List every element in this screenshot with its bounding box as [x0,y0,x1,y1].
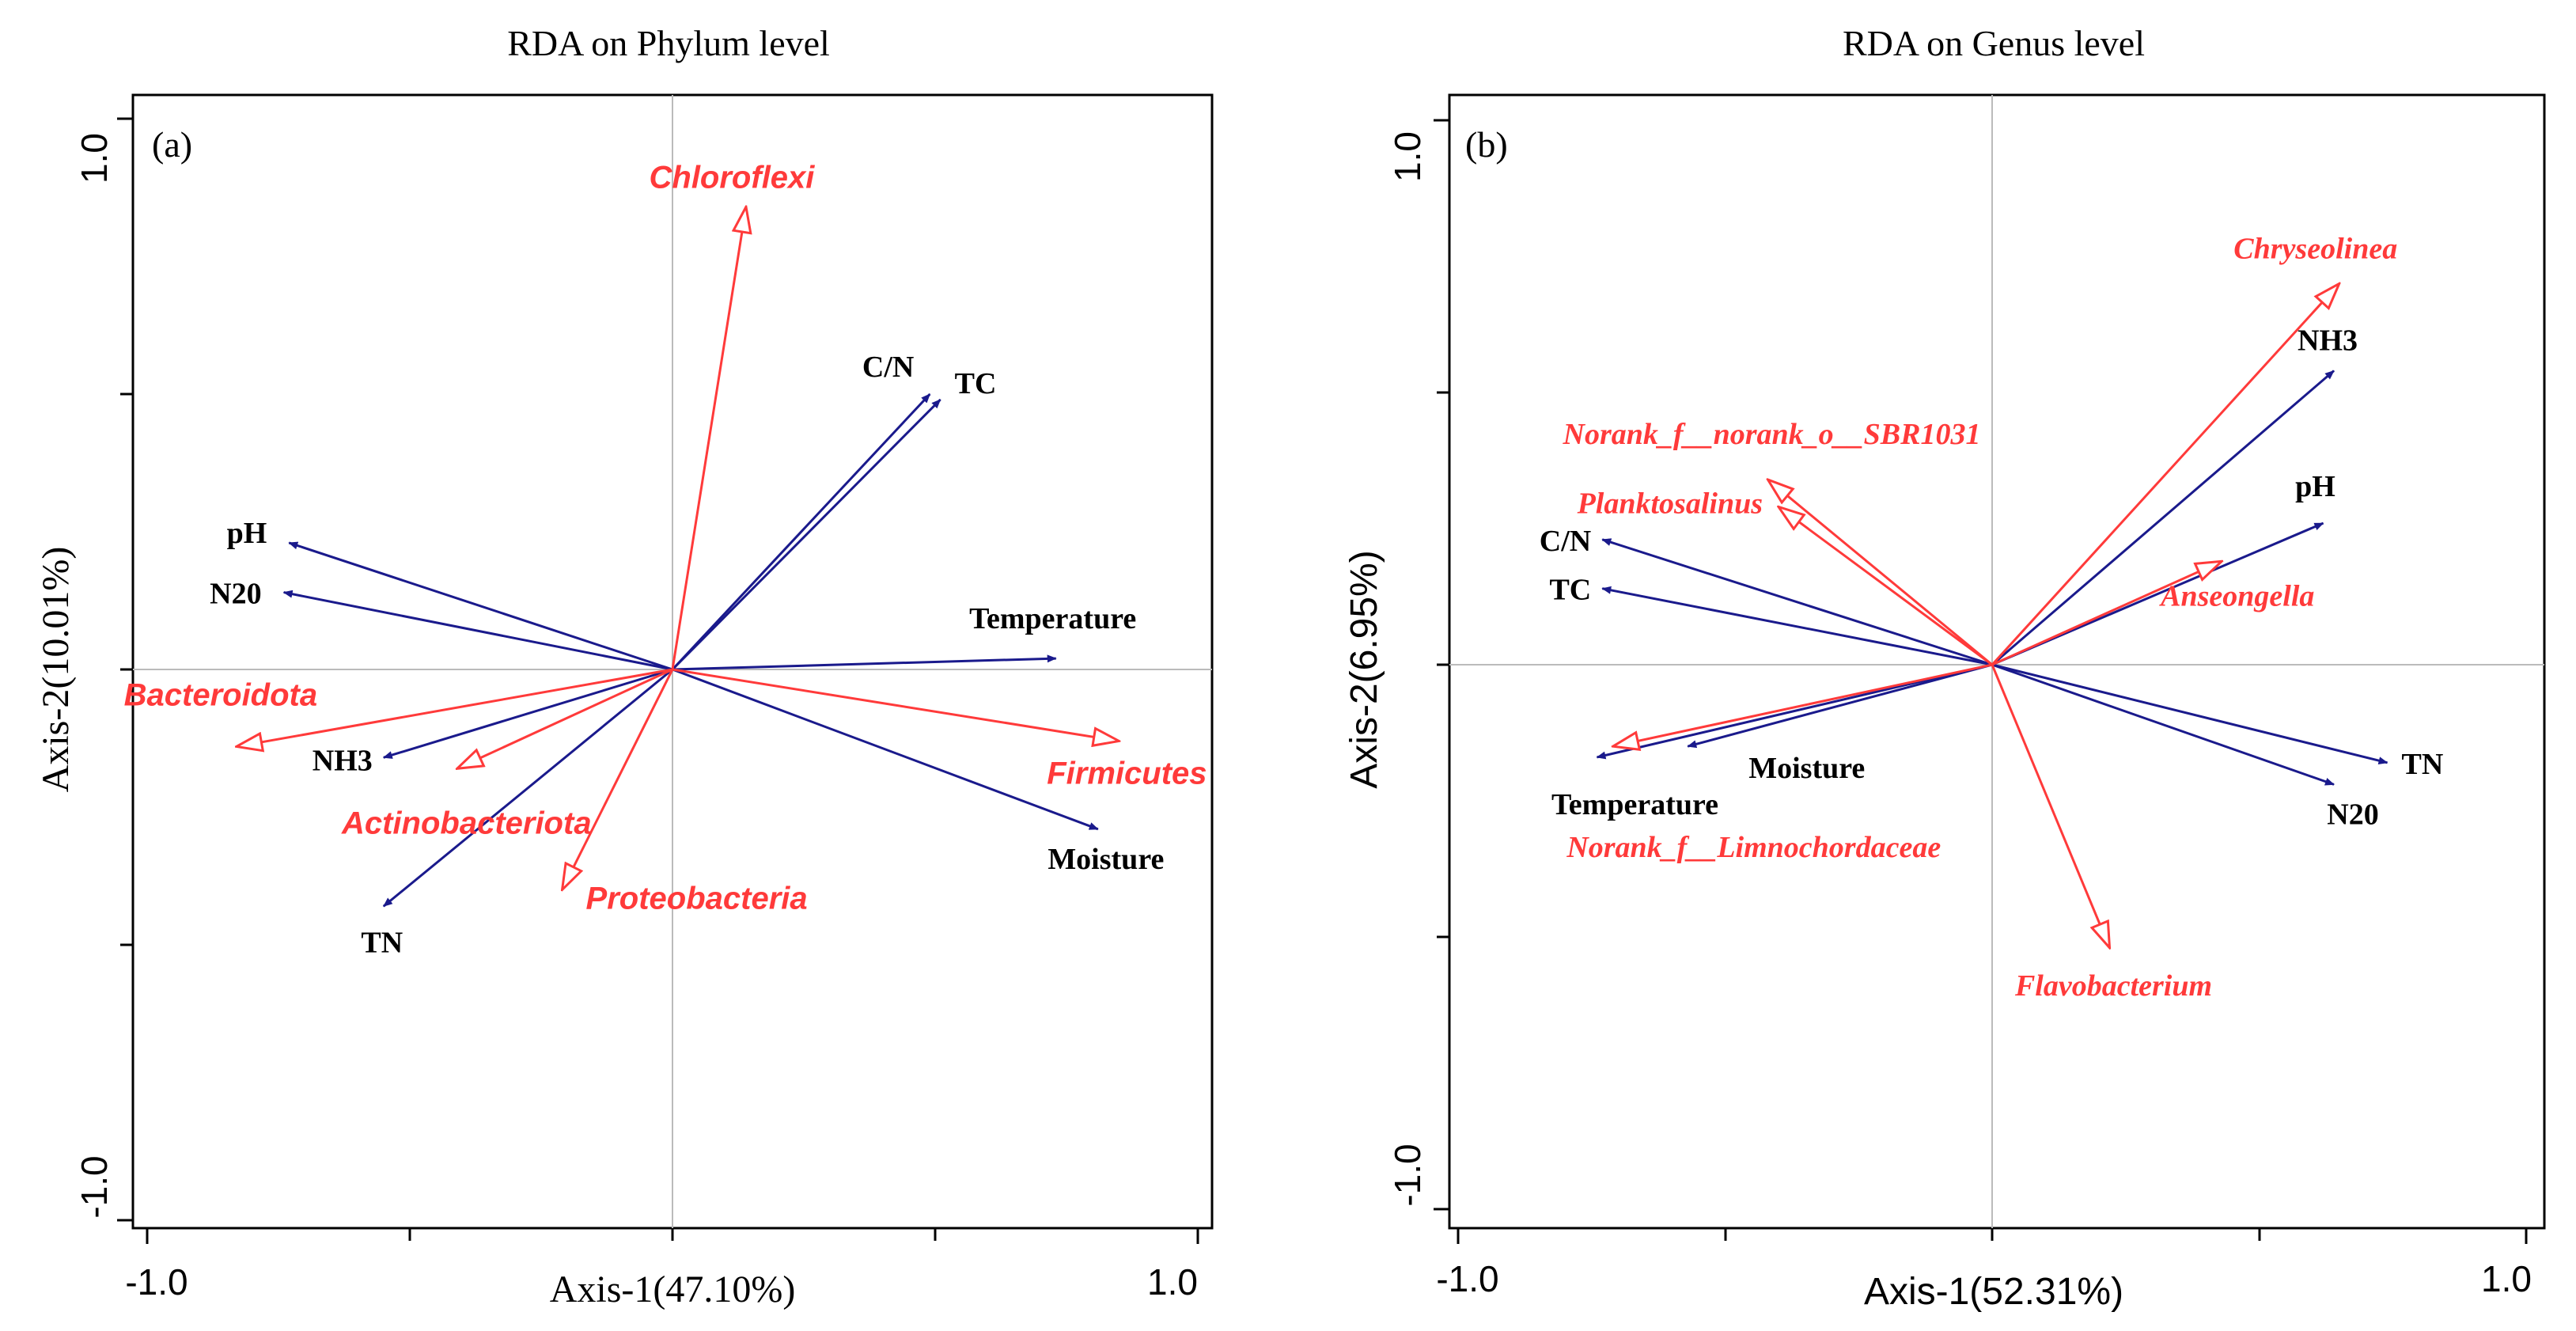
panel-b-env-arrow-moisture [1687,663,1993,749]
panel-a-xtick-max: 1.0 [1147,1261,1198,1303]
panel-a: RDA on Phylum level (a) -1.0 1.0 1.0 -1.… [35,23,1214,1310]
panel-a-x-axis-label: Axis-1(47.10%) [550,1268,796,1310]
panel-a-taxa-arrow-actinobacteriota [457,668,673,768]
panel-b: RDA on Genus level (b) -1.0 1.0 1.0 -1.0… [1343,23,2546,1313]
panel-b-env-label-tc: TC [1549,574,1591,607]
panel-b-env-label-c-n: C/N [1540,525,1591,558]
panel-a-env-label-nh3: NH3 [313,744,373,777]
panel-a-env-arrow-c-n [671,392,931,671]
panel-b-env-label-temperature: Temperature [1551,788,1718,821]
panel-b-taxa-label-flavobacterium: Flavobacterium [2014,969,2212,1003]
panel-b-title: RDA on Genus level [1843,23,2145,63]
panel-a-x-ticks [146,1228,1199,1244]
panel-b-x-axis-label: Axis-1(52.31%) [1864,1271,2123,1313]
panel-a-vectors: C/N TC pH N20 Temperature NH3 TN Moisture Chloro… [124,160,1207,959]
panel-b-ytick-max: 1.0 [1387,131,1428,182]
panel-b-y-ticks [1434,119,1449,1211]
panel-b-taxa-arrow-planktosalinus [1779,506,1993,666]
panel-b-ytick-min: -1.0 [1387,1143,1428,1206]
panel-a-y-axis-label: Axis-2(10.01%) [35,547,77,793]
panel-b-env-label-moisture: Moisture [1748,752,1865,785]
panel-b-taxa-label-chryseolinea: Chryseolinea [2233,232,2397,265]
panel-a-taxa-arrow-chloroflexi [671,207,746,670]
panel-b-env-label-nh3: NH3 [2298,324,2358,357]
panel-a-env-label-c-n: C/N [862,351,914,384]
panel-b-env-label-tn: TN [2402,748,2444,781]
panel-b-vectors: NH3 pH C/N TC Moisture Temperature TN N20 Chryse… [1540,232,2444,1002]
panel-a-env-arrow-nh3 [382,668,673,759]
panel-a-ytick-min: -1.0 [74,1155,115,1218]
panel-a-taxa-label-actinobacteriota: Actinobacteriota [341,806,592,840]
panel-a-env-label-tc: TC [955,367,997,400]
panel-a-taxa-label-proteobacteria: Proteobacteria [586,881,808,916]
panel-b-taxa-arrow-norank-f-norank-o-sbr1031 [1768,480,1993,666]
panel-b-xtick-min: -1.0 [1436,1258,1498,1299]
panel-b-y-axis-label: Axis-2(6.95%) [1343,550,1385,788]
panel-b-env-arrow-nh3 [1991,370,2335,666]
panel-a-env-arrow-tc [671,398,941,671]
panel-a-env-arrow-moisture [672,668,1099,831]
panel-a-taxa-label-bacteroidota: Bacteroidota [124,677,318,712]
panel-a-taxa-arrow-proteobacteria [563,669,674,889]
panel-b-taxa-arrow-flavobacterium [1991,664,2110,948]
panel-b-env-arrow-temperature [1596,663,1993,760]
panel-a-taxa-label-firmicutes: Firmicutes [1047,756,1207,791]
panel-b-env-label-n20: N20 [2327,798,2378,831]
panel-b-taxa-arrow-anseongella [1991,561,2222,666]
panel-b-taxa-arrow-chryseolinea [1991,283,2339,666]
panel-b-env-arrow-tn [1991,663,2388,765]
panel-a-env-label-ph: pH [227,517,267,550]
panel-b-plot-frame [1448,93,2546,1230]
panel-a-taxa-arrow-bacteroidota [237,668,673,746]
panel-a-env-arrow-temperature [672,654,1057,671]
panel-a-title: RDA on Phylum level [507,23,830,63]
panel-b-env-arrow-tc [1601,586,1993,666]
panel-a-env-label-tn: TN [361,926,403,959]
panel-b-taxa-label-norank-f-norank-o-sbr1031: Norank_f__norank_o__SBR1031 [1563,418,1981,451]
panel-b-env-label-ph: pH [2295,470,2335,503]
panel-b-taxa-label-norank-f-limnochordaceae: Norank_f__Limnochordaceae [1566,831,1941,864]
panel-b-x-ticks [1457,1228,2528,1244]
panel-a-env-label-n20: N20 [210,578,261,611]
panel-b-taxa-label-planktosalinus: Planktosalinus [1577,487,1763,520]
panel-a-y-ticks [117,117,133,1222]
panel-a-xtick-min: -1.0 [125,1261,188,1303]
panel-a-env-label-moisture: Moisture [1047,843,1164,876]
panel-a-env-arrow-ph [288,541,673,671]
panel-b-env-arrow-c-n [1601,538,1993,666]
panel-b-xtick-max: 1.0 [2481,1258,2532,1299]
panel-a-label: (a) [152,124,192,165]
panel-b-env-arrow-n20 [1991,663,2335,786]
panel-a-taxa-arrow-firmicutes [672,668,1119,741]
panel-b-taxa-label-anseongella: Anseongella [2159,579,2314,612]
panel-b-taxa-arrow-norank-f-limnochordaceae [1613,663,1993,746]
panel-a-ytick-max: 1.0 [74,133,115,184]
panel-a-env-label-temperature: Temperature [969,602,1136,635]
panel-a-env-arrow-n20 [282,590,673,671]
panel-a-taxa-label-chloroflexi: Chloroflexi [650,160,816,195]
panel-b-label: (b) [1465,124,1508,165]
panel-a-env-arrow-tn [382,668,673,908]
